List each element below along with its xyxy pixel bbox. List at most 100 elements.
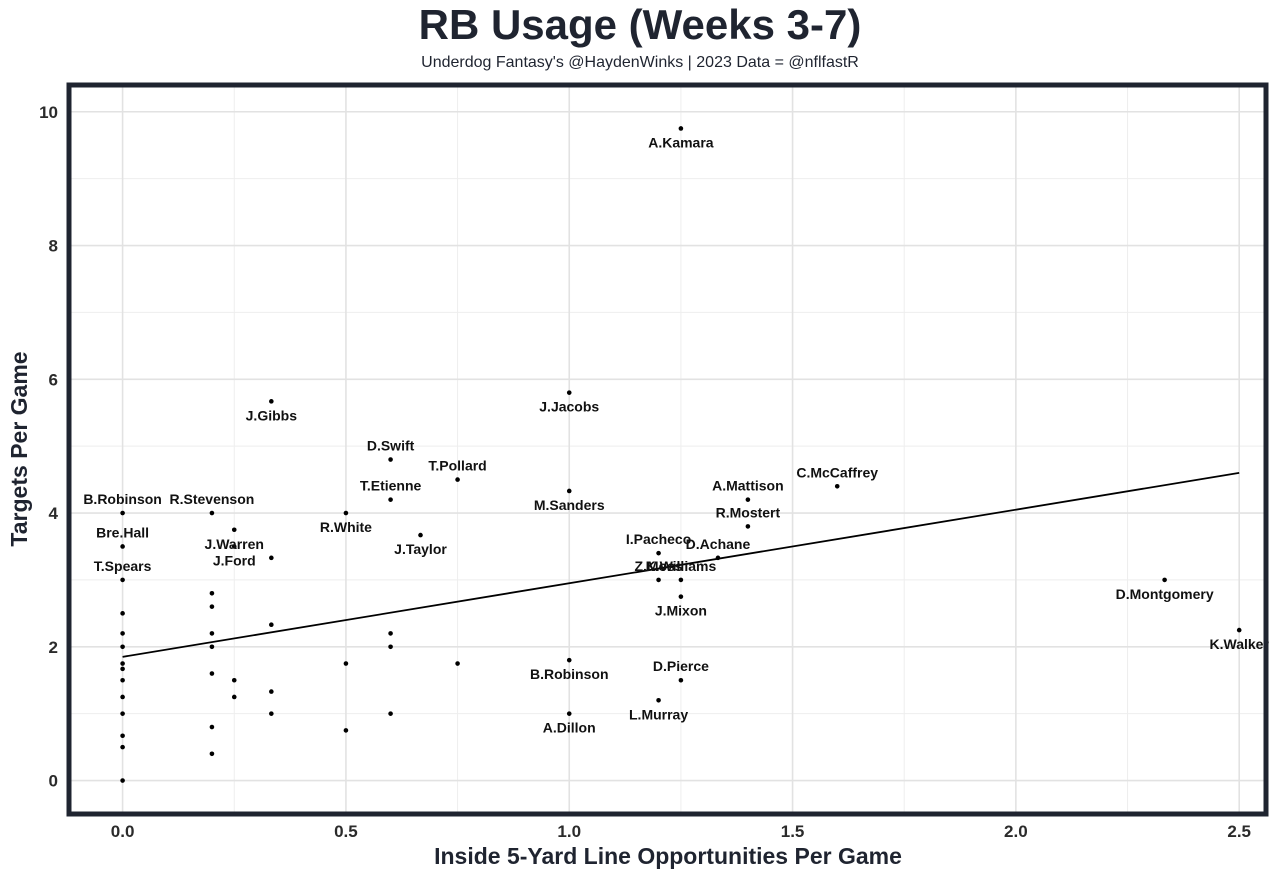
point-label: T.Spears [94, 558, 152, 574]
x-tick-label: 1.0 [557, 822, 581, 841]
point-label: A.Mattison [712, 478, 784, 494]
data-point [120, 694, 125, 700]
x-tick-label: 0.0 [111, 822, 135, 841]
data-point [209, 631, 215, 636]
data-point [678, 126, 684, 131]
data-point [343, 661, 349, 666]
data-point [120, 510, 125, 516]
data-point [269, 622, 274, 628]
y-tick-label: 10 [39, 103, 58, 122]
point-label: D.Achane [686, 536, 751, 552]
data-point [120, 711, 125, 716]
x-axis-ticks: 0.0 0.5 1.0 1.5 2.0 2.5 [111, 822, 1251, 841]
chart-subtitle: Underdog Fantasy's @HaydenWinks | 2023 D… [421, 54, 859, 71]
data-point [678, 677, 684, 683]
data-point [566, 711, 572, 716]
y-tick-label: 0 [49, 772, 58, 791]
point-label: K.Williams [646, 558, 717, 574]
data-point [231, 694, 237, 700]
data-point [1236, 627, 1242, 633]
data-point [566, 390, 572, 395]
point-label: D.Montgomery [1116, 586, 1214, 602]
y-tick-label: 4 [49, 504, 59, 523]
data-point [566, 488, 572, 494]
point-label: T.Pollard [428, 458, 486, 474]
point-label: J.Gibbs [246, 407, 298, 423]
data-point [388, 457, 393, 462]
grid [69, 85, 1266, 814]
labels-group: A.Kamara J.Jacobs J.Gibbs D.Swift T.Pollard T… [83, 134, 1269, 735]
data-point [269, 399, 274, 404]
point-label: D.Pierce [653, 658, 709, 674]
data-point [120, 733, 125, 739]
data-point [656, 698, 661, 703]
data-point [656, 550, 661, 556]
data-point [388, 631, 393, 636]
y-tick-label: 2 [49, 638, 58, 657]
data-point [120, 544, 125, 549]
point-label: J.Jacobs [539, 399, 599, 415]
point-label: D.Swift [367, 438, 415, 454]
data-point [388, 497, 393, 502]
data-point [120, 611, 125, 616]
data-point [566, 657, 572, 663]
data-point [1162, 577, 1167, 583]
data-point [209, 751, 215, 757]
x-tick-label: 1.5 [781, 822, 805, 841]
point-label: R.White [320, 519, 372, 535]
data-point [120, 677, 125, 683]
point-label: Bre.Hall [96, 524, 149, 540]
point-label: J.Taylor [394, 541, 447, 557]
point-label: R.Stevenson [170, 491, 255, 507]
data-point [120, 744, 125, 750]
point-label: J.Warren [205, 536, 264, 552]
data-point [745, 497, 751, 502]
data-point [656, 577, 661, 583]
point-label: M.Sanders [534, 497, 605, 513]
data-point [209, 510, 215, 516]
x-tick-label: 2.0 [1004, 822, 1028, 841]
point-label: L.Murray [629, 706, 688, 722]
plot-frame [66, 82, 1269, 817]
data-point [678, 577, 684, 583]
data-point [418, 532, 423, 538]
x-tick-label: 0.5 [334, 822, 358, 841]
data-point [209, 590, 215, 596]
point-label: B.Robinson [83, 491, 162, 507]
y-tick-label: 8 [49, 237, 58, 256]
y-axis-ticks: 0 2 4 6 8 10 [39, 103, 58, 791]
point-label: A.Kamara [648, 134, 714, 150]
data-point [231, 677, 237, 683]
data-point [120, 661, 125, 666]
point-label: R.Mostert [716, 504, 781, 520]
trendline-group [122, 472, 1240, 658]
data-point [834, 483, 840, 489]
point-label: A.Dillon [543, 720, 596, 736]
y-axis-title: Targets Per Game [6, 351, 32, 546]
data-point [455, 477, 460, 482]
data-point [343, 728, 349, 733]
data-point [343, 510, 349, 516]
data-point [209, 724, 215, 730]
data-point [209, 671, 215, 676]
point-label: J.Mixon [655, 603, 707, 619]
data-point [455, 661, 460, 666]
trendline [122, 472, 1240, 658]
data-point [745, 524, 751, 529]
point-label: K.Walker [1210, 636, 1270, 652]
data-point [120, 577, 125, 583]
data-point [231, 527, 237, 533]
point-label: I.Pacheco [626, 531, 691, 547]
data-point [715, 555, 721, 561]
x-axis-title: Inside 5-Yard Line Opportunities Per Gam… [434, 843, 902, 869]
data-point [388, 644, 393, 650]
data-point [209, 644, 215, 650]
y-tick-label: 6 [49, 370, 58, 389]
data-point [120, 666, 125, 672]
data-point [269, 711, 274, 716]
chart-title: RB Usage (Weeks 3-7) [418, 1, 862, 48]
point-label: C.McCaffrey [796, 464, 878, 480]
data-point [269, 689, 274, 694]
point-label: J.Ford [213, 552, 256, 568]
data-point [209, 604, 215, 609]
